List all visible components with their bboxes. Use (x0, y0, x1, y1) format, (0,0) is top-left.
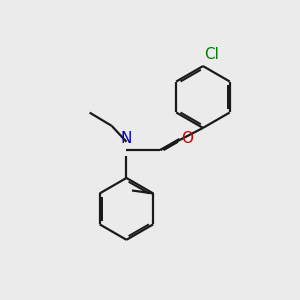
Text: O: O (181, 131, 193, 146)
Text: N: N (121, 131, 132, 146)
Text: Cl: Cl (205, 47, 219, 62)
